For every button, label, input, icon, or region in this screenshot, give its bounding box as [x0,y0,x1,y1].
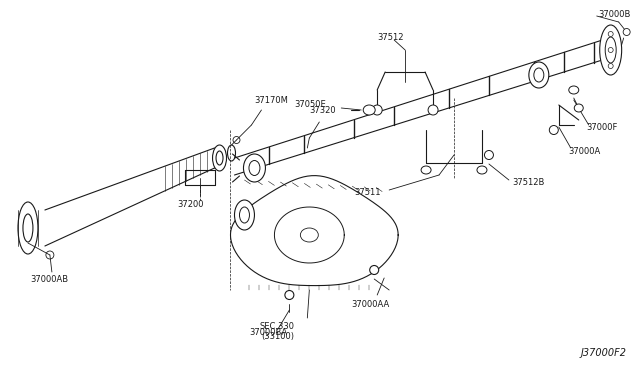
Text: 37000B: 37000B [598,10,631,19]
Ellipse shape [600,25,621,75]
Ellipse shape [569,86,579,94]
Polygon shape [275,207,344,263]
Ellipse shape [477,166,487,174]
Ellipse shape [608,48,613,52]
Text: 37512B: 37512B [512,178,544,187]
Text: 37512: 37512 [377,33,404,42]
Ellipse shape [364,105,375,115]
Text: 37000AA: 37000AA [351,300,390,309]
Ellipse shape [370,266,379,275]
Text: 37000AB: 37000AB [30,275,68,284]
Text: 37511: 37511 [355,188,381,197]
Text: J37000F2: J37000F2 [580,348,627,358]
Ellipse shape [428,105,438,115]
Ellipse shape [300,228,318,242]
Text: 37050E: 37050E [294,99,326,109]
Ellipse shape [372,105,382,115]
Text: 37000BA: 37000BA [250,328,287,337]
Ellipse shape [285,291,294,299]
Ellipse shape [529,62,549,88]
Text: 37000A: 37000A [569,147,601,156]
Ellipse shape [212,145,227,171]
Ellipse shape [227,145,236,161]
Ellipse shape [421,166,431,174]
Ellipse shape [234,200,255,230]
Ellipse shape [484,151,493,160]
Ellipse shape [605,37,616,63]
Text: 37170M: 37170M [255,96,289,105]
Ellipse shape [216,151,223,165]
Text: 37320: 37320 [309,106,336,115]
Ellipse shape [574,104,583,112]
Text: 37200: 37200 [178,200,204,209]
Ellipse shape [46,251,54,259]
Ellipse shape [549,125,558,135]
Text: 37000F: 37000F [587,123,618,132]
Ellipse shape [608,64,613,68]
Ellipse shape [239,207,250,223]
Ellipse shape [233,137,240,144]
Ellipse shape [243,154,266,182]
Text: SEC.330
(33100): SEC.330 (33100) [260,322,295,341]
Polygon shape [230,176,398,286]
Ellipse shape [623,29,630,35]
Ellipse shape [534,68,544,82]
Ellipse shape [249,160,260,176]
Ellipse shape [23,214,33,242]
Ellipse shape [608,32,613,36]
Ellipse shape [18,202,38,254]
